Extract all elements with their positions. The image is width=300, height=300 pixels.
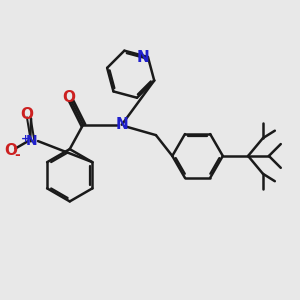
Text: O: O <box>4 142 17 158</box>
Text: N: N <box>25 134 37 148</box>
Text: +: + <box>20 134 30 144</box>
Text: -: - <box>14 148 20 162</box>
Text: O: O <box>62 91 75 106</box>
Text: N: N <box>116 117 128 132</box>
Text: N: N <box>137 50 150 65</box>
Text: O: O <box>21 107 34 122</box>
